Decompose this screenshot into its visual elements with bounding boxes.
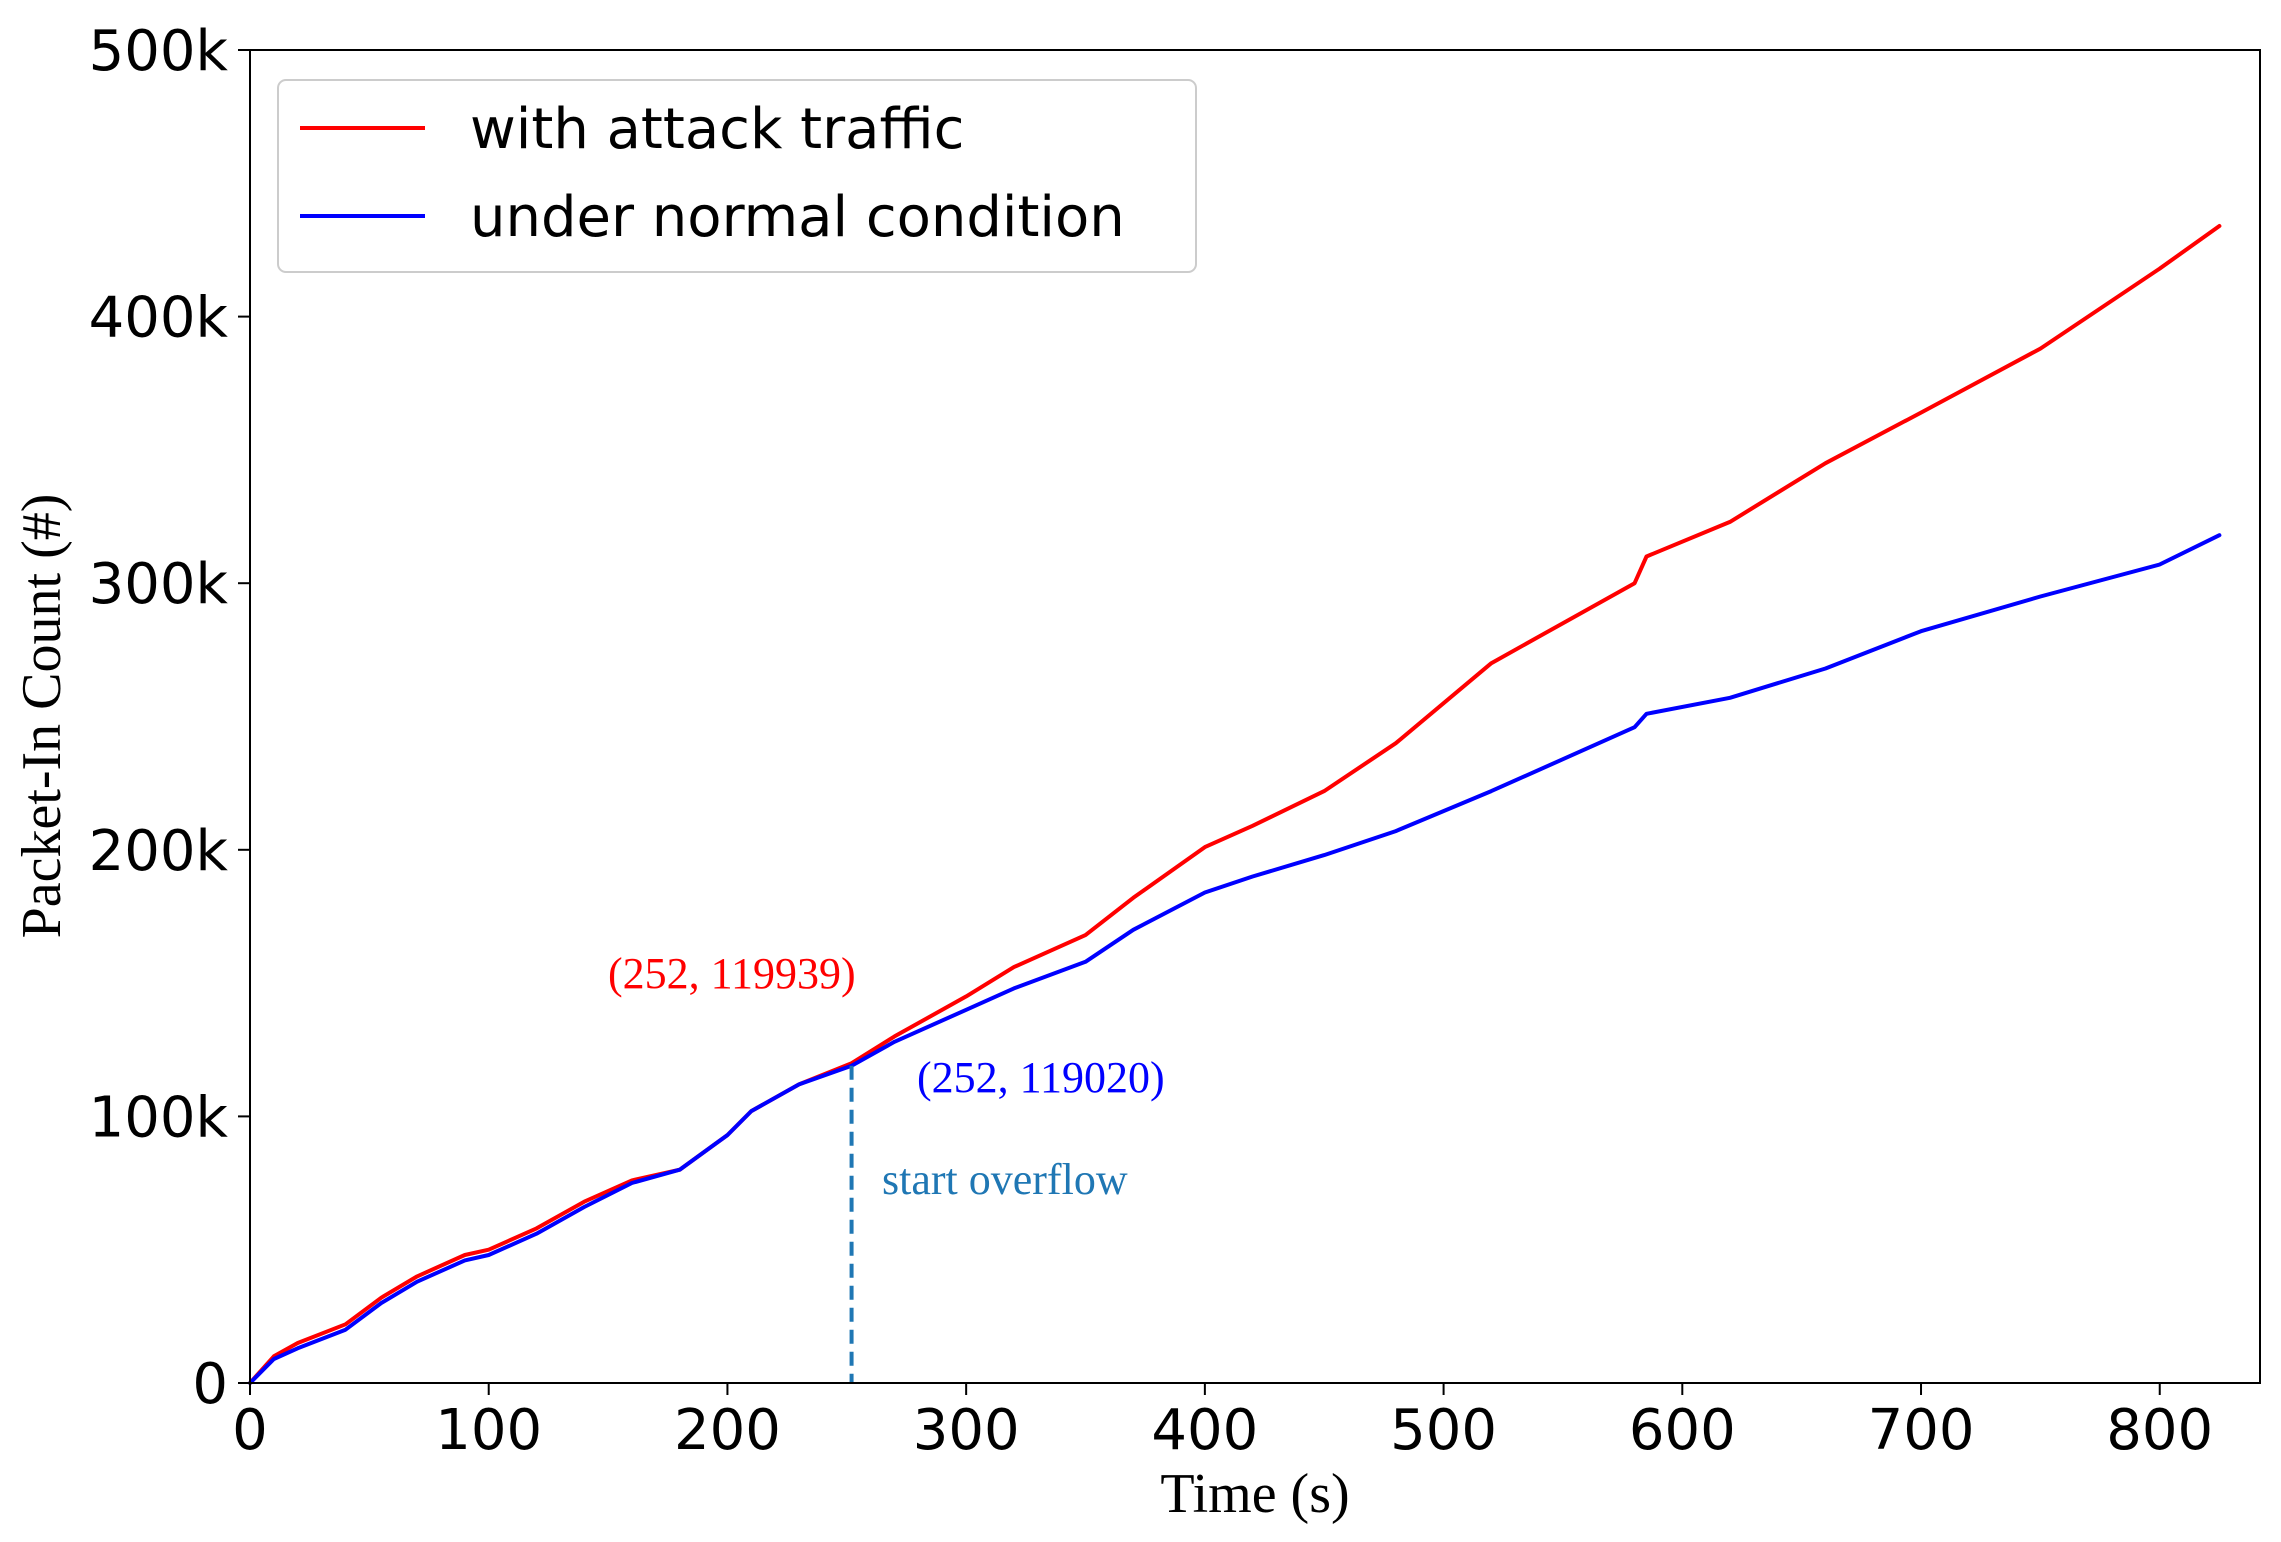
series-line-normal [248, 533, 2222, 1385]
x-tick-label: 0 [232, 1398, 268, 1463]
y-axis: 0 100k 200k 300k 400k 500k [89, 19, 250, 1417]
x-tick-label: 400 [1151, 1398, 1258, 1463]
y-axis-title: Packet-In Count (#) [11, 494, 73, 939]
x-tick-label: 800 [2106, 1398, 2213, 1463]
y-tick-label: 500k [89, 19, 229, 84]
y-tick-label: 400k [89, 286, 229, 351]
legend-label-normal: under normal condition [470, 185, 1125, 250]
x-tick-label: 700 [1868, 1398, 1975, 1463]
plot-frame [249, 49, 2261, 1384]
legend-box [277, 79, 1197, 273]
x-tick-label: 200 [674, 1398, 781, 1463]
legend-label-attack: with attack traffic [470, 97, 964, 162]
x-tick-label: 100 [435, 1398, 542, 1463]
x-axis-title: Time (s) [1160, 1463, 1349, 1525]
y-tick-label: 300k [89, 552, 229, 617]
annotation-normal-point: (252, 119020) [917, 1053, 1165, 1102]
x-tick-label: 300 [913, 1398, 1020, 1463]
x-tick-label: 600 [1629, 1398, 1736, 1463]
annotation-start-overflow: start overflow [882, 1155, 1128, 1204]
x-tick-label: 500 [1390, 1398, 1497, 1463]
x-axis: 0 100 200 300 400 500 600 700 800 [232, 1383, 2213, 1463]
series-layer [248, 224, 2222, 1385]
y-tick-label: 100k [89, 1085, 229, 1150]
y-tick-label: 0 [192, 1352, 228, 1417]
annotation-layer: (252, 119939) (252, 119020) start overflow [608, 949, 1165, 1383]
annotation-attack-point: (252, 119939) [608, 949, 856, 998]
series-line-attack [248, 224, 2222, 1385]
y-tick-label: 200k [89, 819, 229, 884]
legend: with attack traffic under normal conditi… [277, 79, 1197, 273]
